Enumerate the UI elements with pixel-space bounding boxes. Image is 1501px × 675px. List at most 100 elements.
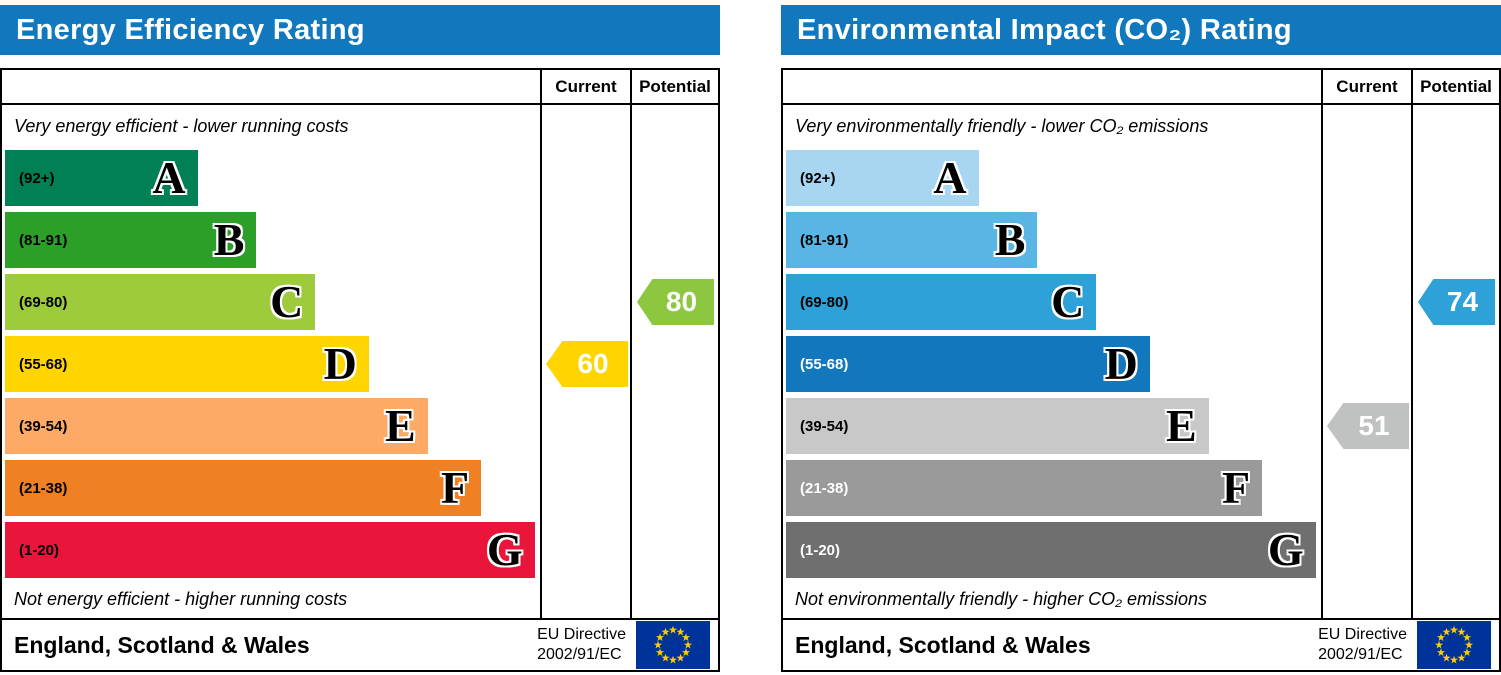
rating-body: Very environmentally friendly - lower CO…	[783, 105, 1499, 618]
band-row-c: (69-80) C	[5, 271, 540, 333]
columns-header-row: Current Potential	[783, 70, 1499, 105]
current-column-header: Current	[1323, 70, 1413, 103]
bottom-note: Not energy efficient - higher running co…	[14, 589, 348, 609]
band-range-label: (92+)	[19, 169, 55, 187]
band-row-f: (21-38) F	[5, 457, 540, 519]
eu-directive-label: EU Directive 2002/91/EC	[537, 625, 626, 665]
eu-flag-icon	[636, 621, 710, 669]
band-row-e: (39-54) E	[5, 395, 540, 457]
rating-table: Current Potential Very energy efficient …	[0, 68, 720, 672]
potential-column-header: Potential	[639, 76, 711, 96]
band-bar-a: (92+) A	[786, 150, 979, 206]
band-row-c: (69-80) C	[786, 271, 1321, 333]
band-bar-e: (39-54) E	[786, 398, 1209, 454]
band-letter: B	[994, 214, 1026, 265]
columns-header-row: Current Potential	[2, 70, 718, 105]
eu-directive-label: EU Directive 2002/91/EC	[1318, 625, 1407, 665]
current-column: 51	[1323, 105, 1413, 618]
band-range-label: (55-68)	[19, 355, 68, 373]
band-row-g: (1-20) G	[5, 519, 540, 581]
band-bar-f: (21-38) F	[5, 460, 482, 516]
potential-rating-arrow: 80	[637, 279, 714, 325]
top-note: Very environmentally friendly - lower CO…	[795, 115, 1209, 136]
band-row-d: (55-68) D	[786, 333, 1321, 395]
band-bar-b: (81-91) B	[5, 212, 257, 268]
band-range-label: (1-20)	[800, 541, 841, 559]
band-bar-d: (55-68) D	[786, 336, 1150, 392]
eu-directive-line1: EU Directive	[1318, 626, 1407, 643]
band-range-label: (55-68)	[800, 355, 849, 373]
eu-directive-line2: 2002/91/EC	[1318, 646, 1403, 663]
rating-body: Very energy efficient - lower running co…	[2, 105, 718, 618]
band-row-e: (39-54) E	[786, 395, 1321, 457]
energy-efficiency-panel: Energy Efficiency Rating Current Potenti…	[0, 5, 720, 672]
bands-list: (92+) A (81-91) B (69-80) C (55-68) D (39-54) E (2…	[783, 147, 1321, 581]
potential-rating-arrow: 74	[1418, 279, 1495, 325]
band-letter: C	[270, 276, 304, 327]
band-letter: E	[384, 400, 416, 451]
band-row-a: (92+) A	[5, 147, 540, 209]
bottom-note: Not environmentally friendly - higher CO…	[795, 589, 1208, 609]
band-row-d: (55-68) D	[5, 333, 540, 395]
band-range-label: (69-80)	[800, 293, 849, 311]
band-row-b: (81-91) B	[5, 209, 540, 271]
band-letter: B	[213, 214, 245, 265]
band-letter: A	[152, 152, 186, 203]
panel-header: Energy Efficiency Rating	[0, 5, 720, 55]
band-bar-e: (39-54) E	[5, 398, 428, 454]
band-row-b: (81-91) B	[786, 209, 1321, 271]
rating-table: Current Potential Very environmentally f…	[781, 68, 1501, 672]
panel-footer: England, Scotland & Wales EU Directive 2…	[783, 618, 1499, 670]
band-row-f: (21-38) F	[786, 457, 1321, 519]
band-letter: F	[1222, 462, 1251, 513]
band-range-label: (1-20)	[19, 541, 60, 559]
region-label: England, Scotland & Wales	[795, 631, 1091, 658]
eu-directive-line2: 2002/91/EC	[537, 646, 622, 663]
band-letter: G	[1267, 524, 1304, 575]
band-bar-b: (81-91) B	[786, 212, 1038, 268]
band-range-label: (81-91)	[800, 231, 849, 249]
band-letter: G	[486, 524, 523, 575]
eu-flag-icon	[1417, 621, 1491, 669]
eu-directive-line1: EU Directive	[537, 626, 626, 643]
environmental-impact-panel: Environmental Impact (CO₂) Rating Curren…	[781, 5, 1501, 672]
bands-area: Very environmentally friendly - lower CO…	[783, 105, 1323, 618]
potential-column-header: Potential	[1420, 76, 1492, 96]
band-bar-c: (69-80) C	[5, 274, 316, 330]
potential-column: 74	[1413, 105, 1499, 618]
current-column-header: Current	[542, 70, 632, 103]
band-letter: E	[1165, 400, 1197, 451]
band-range-label: (21-38)	[19, 479, 68, 497]
band-row-g: (1-20) G	[786, 519, 1321, 581]
band-letter: D	[1104, 338, 1138, 389]
bands-area: Very energy efficient - lower running co…	[2, 105, 542, 618]
chart-title: Environmental Impact (CO₂) Rating	[797, 13, 1292, 46]
band-bar-g: (1-20) G	[5, 522, 535, 578]
charts-root: Energy Efficiency Rating Current Potenti…	[0, 5, 1501, 672]
band-bar-g: (1-20) G	[786, 522, 1316, 578]
columns-header-spacer	[783, 70, 1323, 103]
chart-title: Energy Efficiency Rating	[16, 13, 365, 46]
region-label: England, Scotland & Wales	[14, 631, 310, 658]
band-bar-a: (92+) A	[5, 150, 198, 206]
band-bar-c: (69-80) C	[786, 274, 1097, 330]
band-bar-f: (21-38) F	[786, 460, 1263, 516]
band-range-label: (92+)	[800, 169, 836, 187]
band-letter: C	[1051, 276, 1085, 327]
band-range-label: (69-80)	[19, 293, 68, 311]
band-letter: D	[323, 338, 357, 389]
columns-header-spacer	[2, 70, 542, 103]
band-letter: A	[933, 152, 967, 203]
band-letter: F	[441, 462, 470, 513]
top-note: Very energy efficient - lower running co…	[14, 115, 349, 136]
panel-footer: England, Scotland & Wales EU Directive 2…	[2, 618, 718, 670]
panel-header: Environmental Impact (CO₂) Rating	[781, 5, 1501, 55]
current-column: 60	[542, 105, 632, 618]
current-rating-arrow: 51	[1327, 403, 1409, 449]
band-bar-d: (55-68) D	[5, 336, 369, 392]
band-row-a: (92+) A	[786, 147, 1321, 209]
band-range-label: (39-54)	[19, 417, 68, 435]
band-range-label: (39-54)	[800, 417, 849, 435]
band-range-label: (81-91)	[19, 231, 68, 249]
